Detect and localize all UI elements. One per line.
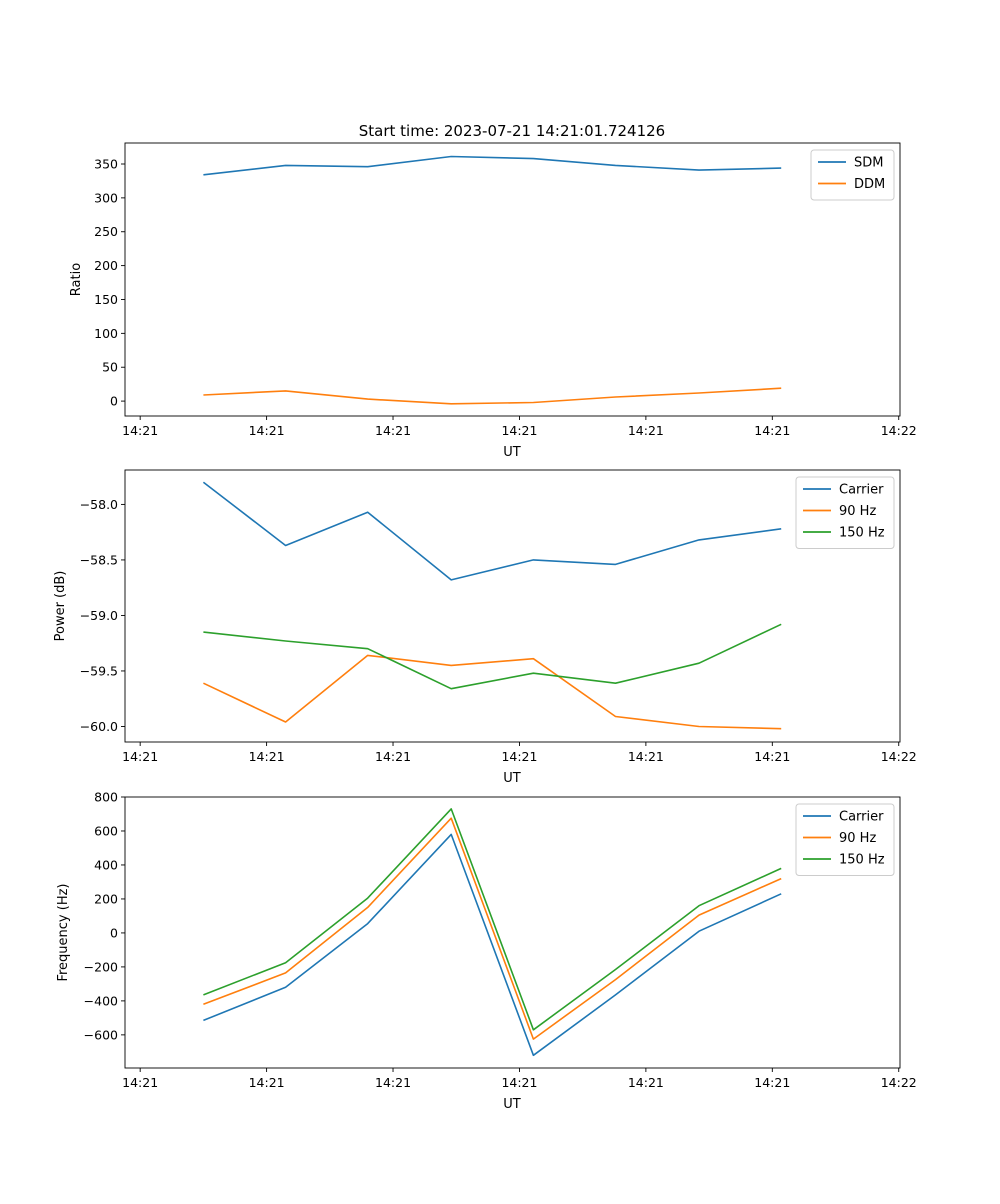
series-line-150-hz <box>203 623 782 690</box>
y-tick-label: 800 <box>94 790 118 805</box>
x-tick-label: 14:21 <box>122 749 158 764</box>
y-tick-label: −58.5 <box>80 552 118 567</box>
legend: Carrier 90 Hz 150 Hz <box>795 803 895 876</box>
x-tick-label: 14:22 <box>881 423 917 438</box>
y-tick-label: 200 <box>94 891 118 906</box>
y-tick-label: −58.0 <box>80 497 118 512</box>
series-line-90-hz <box>203 817 782 1040</box>
x-axis-label: UT <box>503 771 521 786</box>
legend: Carrier 90 Hz 150 Hz <box>795 476 895 549</box>
panel-2: 14:21 14:21 14:21 14:21 14:21 14:21 14:22 −60.0… <box>53 469 917 786</box>
x-tick-label: 14:21 <box>501 423 537 438</box>
y-tick-label: 200 <box>94 258 118 273</box>
y-tick-label: −400 <box>84 993 118 1008</box>
x-tick-label: 14:21 <box>628 749 664 764</box>
plot-frame <box>124 142 901 417</box>
plot-frame <box>124 469 901 743</box>
x-tick-label: 14:21 <box>249 423 285 438</box>
y-tick-label: 150 <box>94 292 118 307</box>
x-tick-label: 14:21 <box>628 423 664 438</box>
x-tick-label: 14:21 <box>628 1075 664 1090</box>
x-tick-label: 14:21 <box>122 1075 158 1090</box>
y-tick-label: 0 <box>110 394 118 409</box>
series-line-sdm <box>203 155 782 176</box>
y-tick-label: −59.5 <box>80 663 118 678</box>
x-tick-label: 14:21 <box>501 1075 537 1090</box>
y-tick-label: 600 <box>94 823 118 838</box>
y-axis-label: Frequency (Hz) <box>56 883 71 981</box>
x-tick-label: 14:21 <box>375 423 411 438</box>
legend-label: 90 Hz <box>839 831 876 846</box>
x-tick-label: 14:21 <box>122 423 158 438</box>
panel-1: 14:21 14:21 14:21 14:21 14:21 14:21 14:22 0 50 10… <box>69 142 917 460</box>
legend-label: DDM <box>854 177 885 192</box>
x-tick-label: 14:21 <box>249 749 285 764</box>
legend-label: Carrier <box>839 483 884 498</box>
legend-box <box>795 803 895 876</box>
y-tick-label: 400 <box>94 857 118 872</box>
x-tick-label: 14:21 <box>754 423 790 438</box>
x-tick-label: 14:21 <box>754 749 790 764</box>
plot-frame <box>124 796 901 1069</box>
x-tick-label: 14:21 <box>375 749 411 764</box>
y-tick-label: 250 <box>94 224 118 239</box>
x-tick-label: 14:22 <box>881 749 917 764</box>
series-line-carrier <box>203 833 782 1057</box>
series-line-carrier <box>202 481 782 581</box>
y-axis-label: Ratio <box>69 263 84 296</box>
legend: SDM DDM <box>810 149 895 201</box>
y-tick-label: 350 <box>94 157 118 172</box>
legend-label: 150 Hz <box>839 526 885 541</box>
x-axis-label: UT <box>503 1097 521 1112</box>
x-axis-label: UT <box>503 445 521 460</box>
y-tick-label: 50 <box>102 360 118 375</box>
y-tick-label: −60.0 <box>80 719 118 734</box>
legend-label: 90 Hz <box>839 504 876 519</box>
y-tick-label: −59.0 <box>80 608 118 623</box>
panel-3: 14:21 14:21 14:21 14:21 14:21 14:21 14:22 −600 −… <box>56 790 917 1113</box>
chart-title: Start time: 2023-07-21 14:21:01.724126 <box>359 122 665 140</box>
y-tick-label: 0 <box>110 925 118 940</box>
series-line-ddm <box>203 387 782 405</box>
x-tick-label: 14:21 <box>501 749 537 764</box>
y-tick-label: 100 <box>94 326 118 341</box>
series-line-150-hz <box>203 808 782 1031</box>
x-tick-label: 14:21 <box>754 1075 790 1090</box>
y-tick-label: −200 <box>84 959 118 974</box>
series-line-90-hz <box>203 654 782 730</box>
legend-label: Carrier <box>839 810 884 825</box>
legend-box <box>795 476 895 549</box>
y-tick-label: 300 <box>94 190 118 205</box>
x-tick-label: 14:21 <box>375 1075 411 1090</box>
legend-label: 150 Hz <box>839 853 885 868</box>
y-axis-label: Power (dB) <box>53 571 68 642</box>
x-tick-label: 14:21 <box>249 1075 285 1090</box>
y-tick-label: −600 <box>84 1027 118 1042</box>
x-tick-label: 14:22 <box>881 1075 917 1090</box>
legend-label: SDM <box>854 156 883 171</box>
